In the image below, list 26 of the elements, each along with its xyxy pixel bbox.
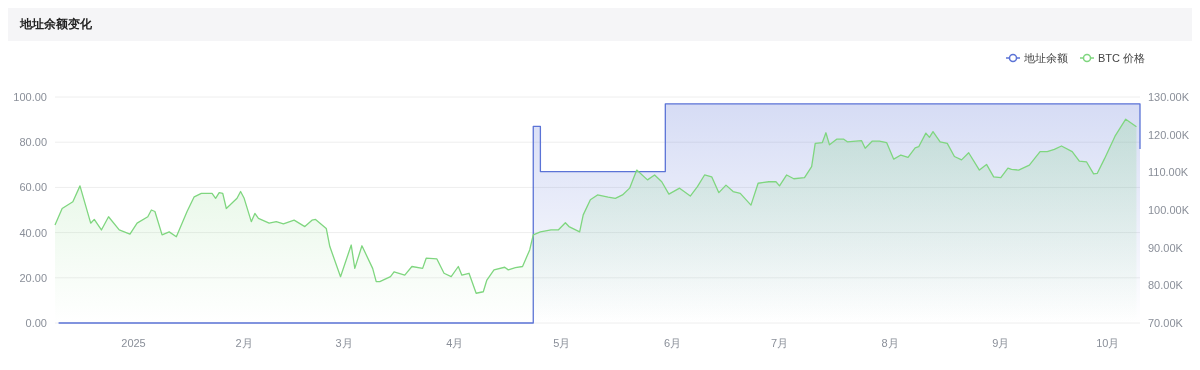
x-tick-label: 2025: [121, 337, 146, 349]
x-tick-label: 4月: [446, 337, 464, 349]
y-tick-label: 20.00: [19, 271, 47, 284]
x-tick-label: 9月: [992, 337, 1010, 349]
y2-tick-label: 80.00K: [1148, 279, 1184, 292]
x-tick-label: 5月: [553, 337, 571, 349]
y2-tick-label: 110.00K: [1148, 166, 1189, 179]
x-tick-label: 2月: [235, 337, 253, 349]
x-tick-label: 7月: [770, 337, 789, 349]
y-tick-label: 40.00: [19, 226, 47, 239]
y-tick-label: 80.00: [19, 136, 47, 149]
legend-label: 地址余额: [1023, 52, 1068, 64]
x-tick-label: 8月: [881, 337, 899, 349]
y-tick-label: 0.00: [25, 317, 47, 329]
y2-tick-label: 130.00K: [1148, 91, 1190, 103]
chart-title: 地址余额变化: [19, 17, 93, 31]
y-tick-label: 100.00: [13, 91, 47, 103]
x-tick-label: 6月: [663, 337, 682, 349]
x-tick-label: 10月: [1096, 337, 1120, 349]
legend-label: BTC 价格: [1098, 52, 1146, 64]
y-tick-label: 60.00: [19, 181, 47, 194]
x-tick-label: 3月: [335, 337, 353, 349]
y2-tick-label: 70.00K: [1148, 317, 1184, 329]
y2-tick-label: 100.00K: [1148, 204, 1190, 216]
y2-tick-label: 90.00K: [1148, 241, 1184, 254]
y2-tick-label: 120.00K: [1148, 128, 1190, 141]
